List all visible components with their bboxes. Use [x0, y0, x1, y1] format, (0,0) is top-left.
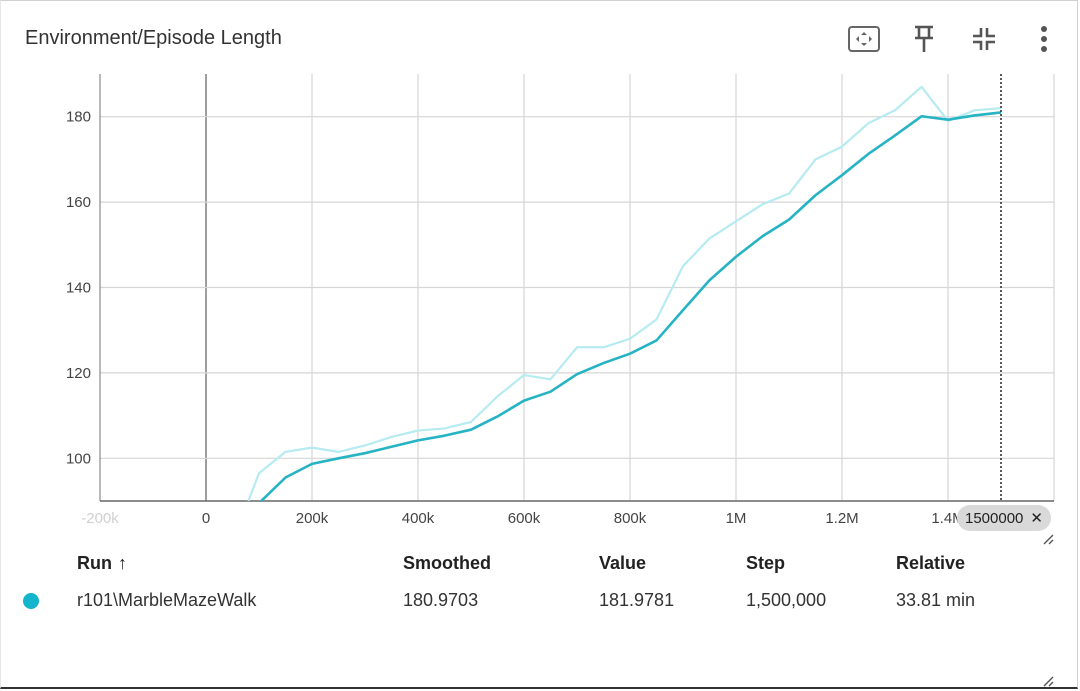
relative-column-header[interactable]: Relative [896, 553, 966, 573]
run-color-cell [23, 584, 77, 617]
runs-table: Run ↑ Smoothed Value Step Relative r101\M… [23, 549, 1046, 617]
card-resize-handle-icon[interactable] [1042, 675, 1054, 687]
run-name: r101\MarbleMazeWalk [77, 590, 257, 610]
pin-icon [915, 25, 933, 52]
value-column-header[interactable]: Value [599, 553, 647, 573]
x-tick-label: 1M [726, 510, 747, 527]
collapse-button[interactable] [966, 21, 1002, 57]
x-tick-label: 0 [202, 510, 210, 527]
collapse-icon [973, 28, 995, 50]
x-tick-label: -200k [81, 510, 119, 527]
smoothed-column-header[interactable]: Smoothed [403, 553, 491, 573]
raw-series-line [247, 85, 1002, 501]
x-tick-label: 400k [402, 510, 435, 527]
x-tick-label: 1.2M [825, 510, 858, 527]
y-tick-label: 160 [66, 194, 91, 211]
run-column-header[interactable]: Run ↑ [77, 549, 403, 584]
more-options-button[interactable] [1026, 21, 1062, 57]
x-tick-label: 800k [614, 510, 647, 527]
x-tick-label: 200k [296, 510, 329, 527]
step-cursor-label: 1500000 [965, 509, 1024, 527]
x-tick-label: 1.4M [931, 510, 964, 527]
raw-value: 181.9781 [599, 590, 675, 610]
sort-ascending-icon: ↑ [118, 553, 127, 573]
step-cursor-chip[interactable]: 1500000 ✕ [957, 505, 1051, 531]
y-tick-label: 180 [66, 109, 91, 126]
y-tick-label: 100 [66, 450, 91, 467]
step-value: 1,500,000 [746, 590, 827, 610]
fit-domain-icon [848, 26, 880, 52]
card-title: Environment/Episode Length [25, 27, 282, 49]
more-vert-icon [1041, 26, 1047, 52]
color-header [23, 549, 77, 584]
relative-time: 33.81 min [896, 590, 976, 610]
close-icon[interactable]: ✕ [1030, 510, 1043, 527]
step-column-header[interactable]: Step [746, 553, 786, 573]
pin-button[interactable] [906, 21, 942, 57]
y-tick-label: 140 [66, 280, 91, 297]
smoothed-series-line [259, 111, 1002, 501]
x-tick-label: 600k [508, 510, 541, 527]
smoothed-value: 180.9703 [403, 590, 479, 610]
table-row: r101\MarbleMazeWalk 180.9703 181.9781 1,… [23, 584, 1046, 617]
table-header-row: Run ↑ Smoothed Value Step Relative [23, 549, 1046, 584]
y-tick-label: 120 [66, 365, 91, 382]
resize-handle-icon[interactable] [1042, 533, 1054, 545]
run-header-label: Run [77, 553, 112, 573]
run-color-dot[interactable] [23, 593, 39, 610]
line-chart[interactable]: 100 120 140 160 180 -200k 0 200k 400k 600k 800k 1M 1… [1, 61, 1080, 541]
fit-domain-button[interactable] [846, 21, 882, 57]
